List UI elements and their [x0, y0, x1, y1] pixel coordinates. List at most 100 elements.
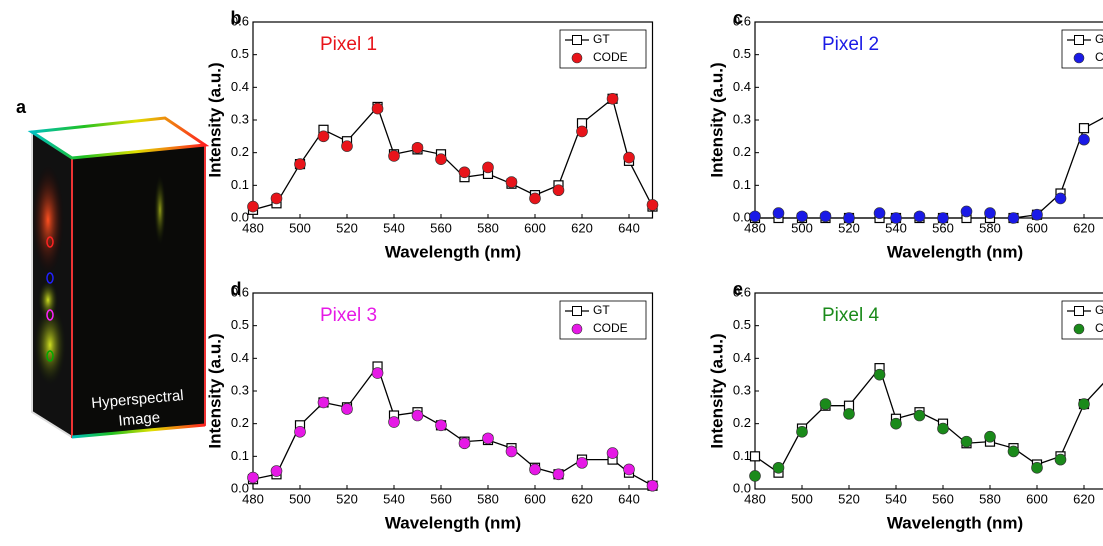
sphere-marker: [984, 430, 996, 443]
sphere-marker: [270, 192, 283, 205]
legend-sphere: [1073, 52, 1085, 64]
x-tick-label: 600: [1026, 220, 1048, 235]
x-tick-label: 620: [1073, 220, 1095, 235]
sphere-marker: [623, 151, 635, 164]
series-line: [252, 97, 654, 211]
x-tick-label: 480: [242, 491, 264, 506]
y-tick-label: 0.2: [231, 415, 249, 430]
series-line: [252, 365, 653, 487]
y-tick-label: 0.0: [733, 480, 751, 495]
y-tick-label: 0.1: [733, 448, 751, 463]
sphere-marker: [294, 426, 306, 438]
sphere-marker: [984, 207, 996, 219]
x-tick-label: 480: [744, 491, 766, 506]
x-tick-label: 520: [838, 220, 860, 235]
legend-label: CODE: [1095, 321, 1103, 335]
y-tick-label: 0.3: [733, 111, 751, 126]
y-axis-title: Intensity (a.u.): [707, 62, 726, 177]
sphere-marker: [1007, 445, 1020, 458]
sphere-marker: [623, 463, 635, 476]
annotation: Pixel 4: [822, 305, 879, 326]
panel-letter: b: [231, 8, 242, 28]
panel-letter: c: [733, 8, 743, 28]
chart: c 0.0 0.1 0.2 0.3 0.4 0.5 0.6 480 500 520 540 560 580…: [707, 8, 1103, 261]
chart: d 0.0 0.1 0.2 0.3 0.4 0.5 0.6 480 500 520 540 560 580…: [205, 279, 659, 532]
sphere-marker: [772, 207, 785, 219]
image-label: Image: [118, 409, 161, 430]
chart: e 0.0 0.1 0.2 0.3 0.4 0.5 0.6 480 500 520 540 560 580…: [707, 279, 1103, 532]
y-tick-label: 0.4: [733, 79, 751, 94]
x-tick-label: 540: [885, 220, 907, 235]
sphere-marker: [371, 102, 384, 115]
sphere-marker: [843, 408, 855, 420]
pixel-marker: [46, 272, 54, 284]
x-tick-label: 620: [571, 220, 593, 235]
sphere-marker: [796, 426, 808, 438]
sphere-marker: [772, 461, 785, 474]
legend-square: [1074, 306, 1084, 316]
sphere-marker: [1054, 453, 1067, 466]
sphere-marker: [341, 403, 353, 415]
plot-frame: [754, 292, 1103, 490]
x-tick-label: 560: [932, 491, 954, 506]
x-tick-label: 520: [336, 220, 358, 235]
x-tick-label: 600: [1026, 491, 1048, 506]
y-tick-label: 0.3: [231, 382, 249, 397]
glow: [154, 175, 166, 245]
sphere-marker: [270, 465, 283, 477]
x-axis-title: Wavelength (nm): [385, 242, 521, 261]
x-tick-label: 480: [242, 220, 264, 235]
sphere-marker: [1078, 133, 1090, 146]
sphere-marker: [388, 416, 400, 428]
sphere-marker: [796, 210, 808, 223]
y-tick-label: 0.4: [733, 350, 751, 365]
annotation: Pixel 3: [320, 305, 377, 326]
y-tick-label: 0.5: [733, 46, 751, 61]
panel-a: a Hyperspectral Image: [16, 97, 210, 439]
sphere-marker: [749, 210, 761, 223]
sphere-marker: [913, 210, 926, 223]
x-tick-label: 500: [289, 220, 311, 235]
plot-frame: [252, 21, 654, 219]
sphere-marker: [646, 479, 659, 492]
y-tick-label: 0.4: [231, 350, 249, 365]
legend-label: GT: [1095, 32, 1103, 46]
x-tick-label: 600: [524, 220, 546, 235]
sphere-marker: [873, 368, 886, 381]
pixel-marker: [46, 236, 54, 248]
sphere-marker: [529, 463, 541, 476]
series-line: [755, 117, 1103, 219]
sphere-marker: [341, 140, 353, 152]
sphere-marker: [1078, 398, 1090, 410]
x-tick-label: 500: [289, 491, 311, 506]
sphere-marker: [411, 141, 424, 154]
sphere-marker: [482, 432, 494, 445]
sphere-marker: [505, 445, 518, 458]
legend-label: CODE: [593, 50, 628, 64]
sphere-marker: [435, 153, 447, 165]
y-tick-label: 0.3: [231, 111, 249, 126]
legend-sphere: [1073, 323, 1085, 335]
y-tick-label: 0.6: [733, 13, 751, 28]
glow: [38, 280, 58, 320]
y-axis-title: Intensity (a.u.): [707, 333, 726, 448]
x-tick-label: 560: [430, 491, 452, 506]
legend-label: GT: [593, 32, 610, 46]
plot-frame: [754, 21, 1103, 219]
panel-letter: a: [16, 97, 27, 117]
legend-label: GT: [1095, 303, 1103, 317]
legend-label: GT: [593, 303, 610, 317]
x-tick-label: 620: [1073, 491, 1095, 506]
y-tick-label: 0.6: [733, 284, 751, 299]
series-line: [754, 366, 1103, 474]
sphere-marker: [435, 419, 447, 432]
sphere-marker: [247, 200, 259, 213]
sphere-marker: [458, 437, 471, 450]
y-tick-label: 0.5: [231, 46, 249, 61]
x-tick-label: 580: [979, 220, 1001, 235]
sphere-marker: [1054, 192, 1067, 205]
sphere-marker: [1031, 208, 1043, 221]
x-tick-label: 540: [383, 491, 405, 506]
sphere-marker: [552, 468, 565, 481]
